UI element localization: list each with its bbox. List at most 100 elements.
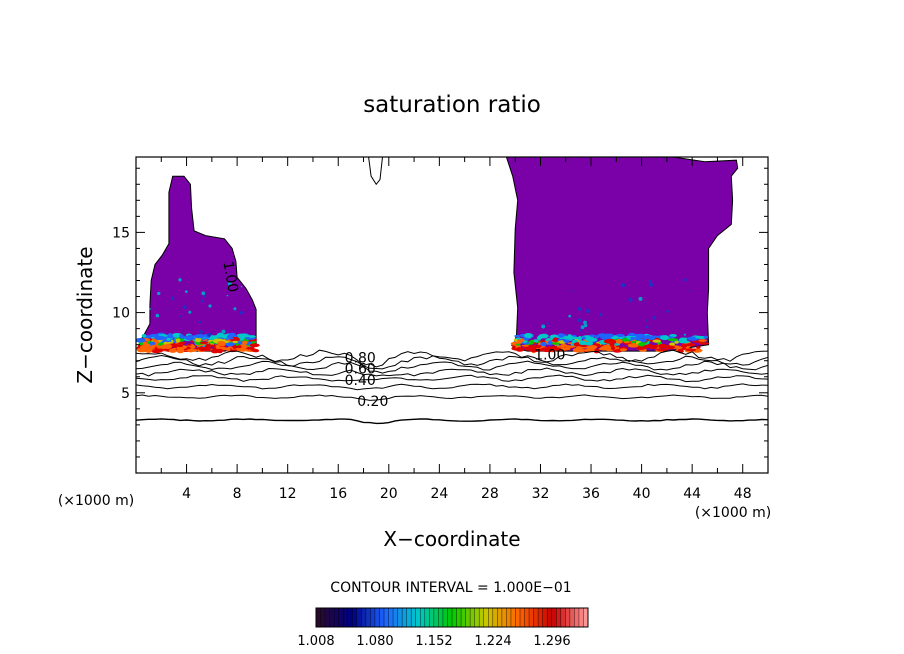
band-speck <box>586 347 597 350</box>
band-speck <box>630 341 636 344</box>
band-speck <box>655 348 668 352</box>
colorbar-cell <box>501 608 507 627</box>
band-speck <box>514 334 521 338</box>
band-speck <box>215 349 224 353</box>
colorbar-cell <box>334 608 339 627</box>
band-speck <box>577 336 583 341</box>
colorbar-cell <box>510 608 516 627</box>
colorbar-cell <box>384 608 389 627</box>
contour-line <box>136 383 768 391</box>
colorbar-cell <box>406 608 412 627</box>
y-tick-label: 5 <box>121 386 130 402</box>
x-tick-label: 8 <box>233 486 242 502</box>
colorbar-cell <box>551 608 557 627</box>
speck <box>199 330 203 334</box>
band-speck <box>557 333 565 338</box>
band-speck <box>179 334 184 338</box>
band-speck <box>536 348 545 352</box>
band-speck <box>145 347 153 352</box>
band-speck <box>535 344 542 349</box>
speck <box>579 328 582 332</box>
band-speck <box>603 338 616 344</box>
colorbar-cell <box>497 608 503 627</box>
contour-line <box>136 360 768 374</box>
colorbar-cell <box>524 608 530 627</box>
contour-label: 0.60 <box>345 362 376 378</box>
speck <box>638 296 643 301</box>
x-tick-label: 16 <box>329 486 347 502</box>
speck <box>666 310 670 313</box>
y-axis-label: Z−coordinate <box>73 246 97 383</box>
band-speck <box>207 344 216 347</box>
band-speck <box>516 343 521 346</box>
contour-label: 0.80 <box>345 351 376 367</box>
colorbar-cell <box>470 608 475 627</box>
colorbar-cell <box>338 608 344 627</box>
speck <box>180 315 183 318</box>
band-speck <box>682 337 687 341</box>
band-speck <box>527 344 537 351</box>
band-right <box>510 278 710 354</box>
band-speck <box>598 347 605 351</box>
band-speck <box>578 340 587 346</box>
speck <box>227 281 232 286</box>
speck <box>203 294 206 298</box>
band-speck <box>565 345 576 348</box>
colorbar-cell <box>361 608 367 627</box>
speck <box>546 322 549 325</box>
speck <box>599 313 603 317</box>
colorbar-cell <box>415 608 421 627</box>
cloud-gap <box>368 157 384 186</box>
x-tick-label: 20 <box>380 486 398 502</box>
band-speck <box>202 348 211 352</box>
x-axis-unit-left: (×1000 m) <box>58 493 134 509</box>
band-speck <box>150 345 156 349</box>
speck <box>233 307 237 311</box>
colorbar-cell <box>347 608 353 627</box>
colorbar-cell <box>547 608 553 627</box>
speck <box>184 290 188 293</box>
band-speck <box>515 347 525 352</box>
band-speck <box>603 333 615 338</box>
band-speck <box>154 335 166 341</box>
band-speck <box>539 333 549 339</box>
band-speck <box>236 333 249 337</box>
band-speck <box>685 348 697 352</box>
band-speck <box>595 335 600 339</box>
band-speck <box>696 346 701 349</box>
band-speck <box>227 337 235 340</box>
speck <box>221 329 226 334</box>
contour-line <box>136 394 768 401</box>
band-speck <box>168 348 177 353</box>
band-speck <box>136 338 146 343</box>
band-speck <box>236 345 242 349</box>
speck <box>645 319 648 322</box>
x-tick-label: 24 <box>430 486 448 502</box>
colorbar-cell <box>483 608 489 627</box>
speck <box>201 291 206 296</box>
band-speck <box>703 335 708 339</box>
band-speck <box>515 337 521 340</box>
band-speck <box>619 348 628 352</box>
band-speck <box>236 347 242 351</box>
colorbar-cell <box>442 608 448 627</box>
colorbar-cell <box>533 608 539 627</box>
contour-line <box>136 367 768 377</box>
band-speck <box>575 346 583 351</box>
x-tick-label: 36 <box>582 486 600 502</box>
band-speck <box>250 346 255 351</box>
band-speck <box>185 336 194 341</box>
colorbar-tick-label: 1.008 <box>297 634 334 649</box>
band-speck <box>547 340 553 346</box>
speck <box>683 278 687 282</box>
band-speck <box>163 343 172 349</box>
speck <box>621 283 626 288</box>
plot-area <box>136 157 768 425</box>
y-tick-label: 10 <box>112 306 130 322</box>
band-speck <box>627 343 639 348</box>
y-tick-label: 15 <box>112 225 130 241</box>
speck <box>149 308 151 310</box>
colorbar-cell <box>556 608 562 627</box>
contour-label: 0.40 <box>345 373 376 389</box>
